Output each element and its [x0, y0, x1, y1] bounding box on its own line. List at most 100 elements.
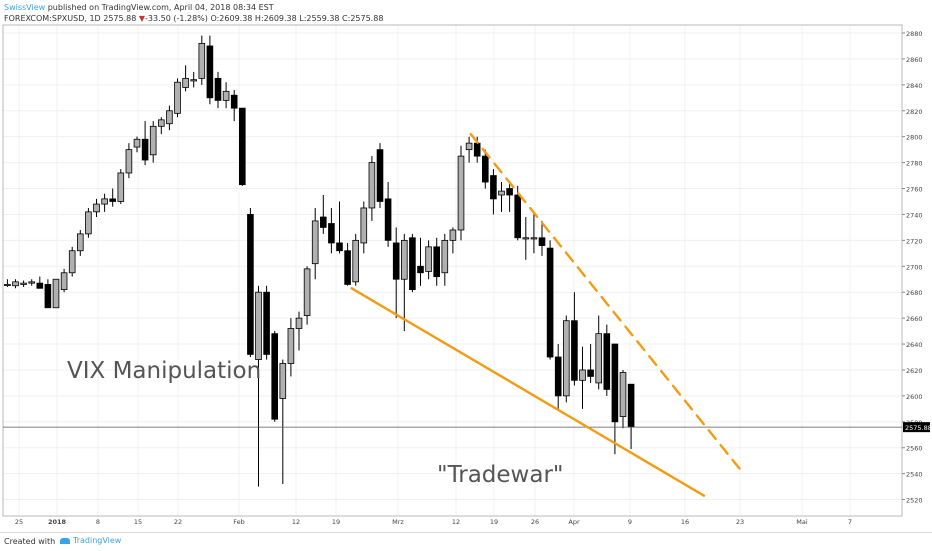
- candle-body-up: [465, 142, 473, 151]
- candle-body-down: [481, 155, 489, 183]
- candle: [222, 82, 230, 109]
- candle: [230, 90, 238, 122]
- candle-body-up: [101, 198, 108, 205]
- y-tick-label: 2660: [906, 315, 923, 323]
- candle-body-down: [506, 188, 513, 196]
- candle: [376, 143, 384, 208]
- candle: [101, 193, 108, 212]
- candle-body-up: [287, 328, 295, 364]
- candle-body-up: [12, 281, 19, 287]
- last-price-label: 2575.88: [905, 424, 932, 432]
- y-tick-label: 2780: [906, 160, 923, 168]
- candle: [433, 237, 440, 286]
- candle: [271, 331, 278, 422]
- candle: [328, 207, 335, 254]
- candle-body-up: [174, 81, 181, 114]
- y-tick-label: 2820: [906, 108, 923, 116]
- candle: [530, 214, 538, 254]
- candle: [117, 169, 125, 205]
- symbol-line: FOREXCOM:SPXUSD, 1D 2575.88 ▼-33.50 (-1.…: [4, 13, 383, 24]
- candle: [20, 280, 27, 288]
- candle-body-down: [206, 45, 214, 99]
- candle: [319, 195, 327, 234]
- x-tick-label: Apr: [568, 518, 580, 526]
- candle-body-up: [149, 125, 157, 156]
- candle: [182, 65, 189, 92]
- chart-header: SwissView published on TradingView.com, …: [4, 2, 383, 24]
- candle-body-up: [85, 211, 92, 235]
- x-tick-label: 12: [292, 518, 300, 526]
- candle-body-up: [117, 172, 125, 202]
- x-tick-label: 2018: [48, 518, 67, 526]
- candle: [295, 311, 303, 351]
- candle: [28, 279, 35, 286]
- candle: [465, 136, 473, 163]
- candle-body-up: [360, 207, 368, 244]
- x-axis: 25 2018 8 15 22 Feb 12 19 Mrz 12 19 26 Apr 9 16 23 Mai 7: [15, 518, 852, 526]
- x-tick-label: 19: [490, 518, 498, 526]
- annotation-vix: VIX Manipulation: [67, 358, 261, 384]
- created-with-text: Created with: [4, 537, 56, 546]
- x-tick-label: Mrz: [392, 518, 404, 526]
- x-tick-label: 22: [174, 518, 182, 526]
- candle-body-down: [230, 94, 238, 109]
- candle: [52, 278, 60, 309]
- candle-body-up: [295, 317, 303, 329]
- y-tick-label: 2560: [906, 445, 923, 453]
- candle: [336, 201, 343, 254]
- candle: [587, 344, 594, 383]
- trendline-dashed: [469, 132, 742, 471]
- candle-body-up: [311, 220, 319, 265]
- candle: [627, 383, 635, 450]
- candle-body-up: [198, 42, 206, 79]
- candle-body-up: [133, 138, 141, 148]
- candle: [125, 143, 133, 179]
- x-tick-label: 8: [96, 518, 100, 526]
- candle: [263, 285, 270, 360]
- tradingview-logo-icon: [60, 537, 70, 544]
- candle: [579, 346, 586, 409]
- grid: [3, 25, 902, 516]
- tradingview-link[interactable]: TradingView: [60, 536, 121, 545]
- candle-body-up: [279, 363, 287, 399]
- ohlc-values: O:2609.38 H:2609.38 L:2559.38 C:2575.88: [210, 14, 384, 23]
- candle-body-up: [77, 233, 84, 252]
- x-tick-label: 23: [736, 518, 744, 526]
- candle-body-up: [595, 333, 602, 384]
- y-tick-label: 2640: [906, 341, 923, 349]
- candle-body-up: [222, 90, 230, 101]
- published-text: published on TradingView.com, April 04, …: [47, 3, 274, 12]
- candle: [490, 169, 497, 215]
- candle: [441, 233, 449, 286]
- candle: [611, 343, 619, 455]
- candle: [409, 233, 416, 293]
- candle-body-up: [400, 239, 408, 280]
- candle: [449, 227, 457, 254]
- x-tick-label: 9: [628, 518, 632, 526]
- candle: [214, 71, 222, 109]
- candle: [4, 279, 11, 288]
- candle-body-up: [498, 190, 505, 196]
- candle: [360, 201, 368, 254]
- candle-body-up: [28, 281, 35, 284]
- candle: [60, 268, 68, 293]
- x-tick-label: 19: [332, 518, 340, 526]
- candle: [563, 315, 570, 403]
- author-link[interactable]: SwissView: [4, 3, 46, 12]
- y-tick-label: 2860: [906, 56, 923, 64]
- candle: [68, 246, 76, 277]
- tradingview-label: TradingView: [73, 536, 122, 545]
- y-tick-label: 2760: [906, 186, 923, 194]
- candle: [368, 156, 376, 221]
- candle-body-up: [303, 268, 311, 316]
- candle-body-up: [20, 282, 27, 285]
- y-tick-label: 2600: [906, 393, 923, 401]
- candle-body-up: [449, 229, 457, 241]
- candle: [166, 105, 173, 131]
- candle: [619, 369, 627, 429]
- candle-body-up: [166, 110, 173, 125]
- candle-body-down: [263, 291, 270, 355]
- footer-bar: Created with TradingView: [0, 532, 932, 551]
- candle: [344, 242, 351, 286]
